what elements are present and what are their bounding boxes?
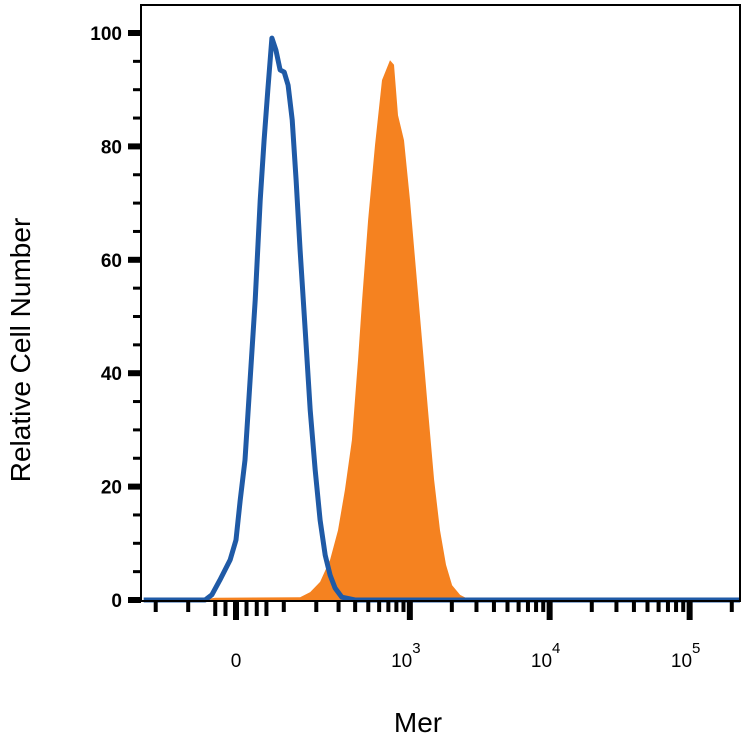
x-tick-label: 105 [671,640,700,672]
x-tick-exponent: 5 [692,640,700,657]
x-tick-label: 104 [531,640,560,672]
axis-ticks [128,30,734,620]
x-tick-base: 10 [391,651,412,672]
y-axis-title: Relative Cell Number [5,218,36,483]
y-tick-label: 60 [101,251,122,272]
series-outline-histogram [143,35,740,603]
y-tick-label: 0 [111,591,122,612]
x-tick-exponent: 4 [552,640,560,657]
plot-area [143,35,740,603]
plot-frame [140,4,741,602]
y-tick-label: 40 [101,364,122,385]
y-tick-label: 20 [101,478,122,499]
x-tick-base: 10 [531,651,552,672]
x-tick-label: 0 [231,651,242,672]
series-filled-histogram [200,60,740,600]
x-tick-base: 0 [231,651,242,672]
x-axis-title: Mer [394,707,442,738]
y-tick-label: 100 [90,24,122,45]
x-tick-label: 103 [391,640,420,672]
x-tick-exponent: 3 [412,640,420,657]
x-tick-base: 10 [671,651,692,672]
y-tick-label: 80 [101,137,122,158]
